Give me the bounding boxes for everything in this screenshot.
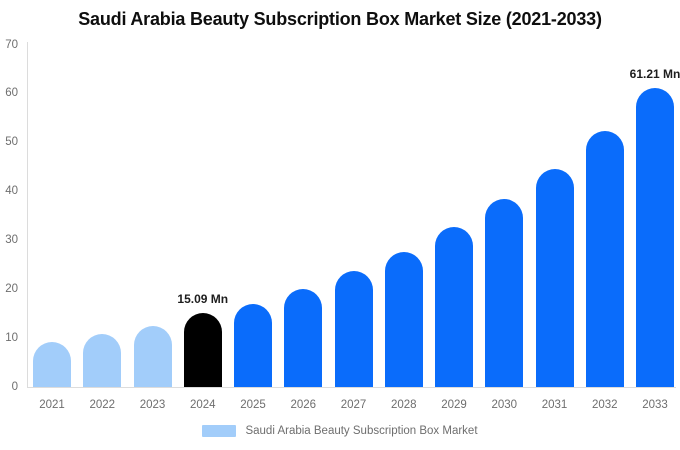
x-tick-label: 2021 [39,399,65,411]
bar-value-label: 15.09 Mn [177,292,229,307]
bar [183,313,222,387]
bar [535,169,574,387]
bar [284,289,323,387]
y-tick-label: 10 [5,331,18,344]
bar [485,199,524,387]
chart-title: Saudi Arabia Beauty Subscription Box Mar… [78,9,602,29]
legend-swatch [202,425,237,437]
x-tick-label: 2032 [591,399,618,411]
bar [334,270,373,387]
bar [585,131,624,387]
x-tick-label: 2031 [541,399,568,411]
x-axis-line [27,387,676,388]
x-tick-label: 2033 [642,399,668,411]
legend-label: Saudi Arabia Beauty Subscription Box Mar… [245,425,478,437]
bar [435,227,473,387]
legend: Saudi Arabia Beauty Subscription Box Mar… [0,425,680,437]
y-tick-label: 40 [5,185,18,198]
x-tick-label: 2029 [441,399,467,411]
bar-value-label: 61.21 Mn [629,66,680,81]
bar [83,333,122,387]
bar [33,341,71,387]
x-tick-label: 2026 [290,399,317,411]
y-tick-label: 0 [11,380,18,393]
x-tick-label: 2028 [390,399,417,411]
x-tick-label: 2024 [189,399,216,411]
y-axis-line [27,42,28,387]
x-tick-label: 2022 [89,399,116,411]
y-tick-label: 60 [5,87,18,100]
x-tick-label: 2027 [340,399,367,411]
y-tick-label: 20 [5,282,18,295]
bar [384,251,423,387]
y-tick-label: 30 [5,233,18,246]
bar [234,304,272,387]
bar [636,87,674,387]
x-tick-label: 2023 [139,399,166,411]
x-tick-label: 2025 [240,399,266,411]
bar [133,326,172,387]
y-tick-label: 70 [5,38,18,51]
y-tick-label: 50 [5,136,18,149]
x-tick-label: 2030 [491,399,518,411]
